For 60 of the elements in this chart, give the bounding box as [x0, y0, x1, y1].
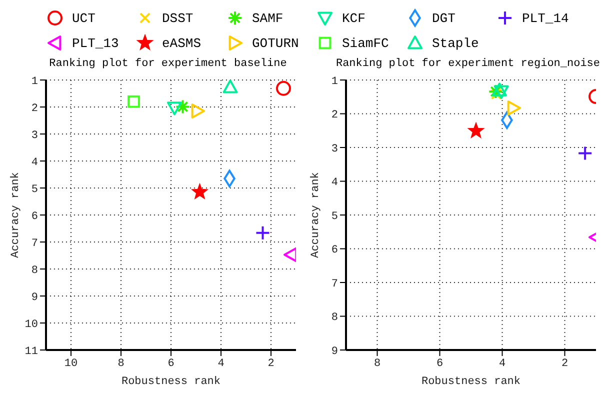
point	[468, 122, 484, 138]
x-tick-label: 8	[118, 358, 124, 370]
legend-label: eASMS	[162, 36, 202, 50]
y-tick-label: 6	[31, 210, 38, 223]
y-tick-label: 9	[331, 346, 338, 358]
x-tick-label: 2	[268, 358, 274, 370]
x-tick-label: 8	[374, 358, 381, 370]
y-tick-label: 7	[331, 278, 338, 290]
point	[276, 80, 291, 96]
point	[222, 80, 238, 94]
y-tick-label: 4	[331, 177, 338, 190]
y-tick-label: 3	[31, 130, 38, 142]
y-tick-label: 10	[24, 318, 38, 331]
x-axis-title: Robustness rank	[421, 376, 521, 388]
chart-title: Ranking plot for experiment region_noise	[334, 58, 602, 72]
y-tick-label: 2	[31, 102, 38, 115]
y-axis-title: Accuracy rank	[10, 172, 22, 258]
y-tick-label: 6	[331, 244, 338, 257]
legend-label: Staple	[432, 36, 479, 50]
legend-label: GOTURN	[252, 36, 299, 50]
x-tick-label: 6	[436, 358, 444, 370]
y-tick-label: 11	[24, 346, 38, 358]
y-tick-label: 1	[31, 76, 38, 88]
chart-title: Ranking plot for experiment baseline	[48, 58, 288, 72]
y-tick-label: 8	[331, 312, 338, 324]
legend-label: SiamFC	[342, 36, 389, 50]
point	[167, 102, 182, 116]
y-tick-label: 9	[31, 292, 38, 304]
y-tick-label: 1	[331, 76, 338, 88]
legend-label: DGT	[432, 10, 456, 26]
point	[507, 100, 521, 116]
y-tick-label: 7	[31, 238, 38, 250]
legend-label: DSST	[162, 10, 194, 26]
point	[175, 99, 190, 114]
point	[488, 84, 504, 99]
y-tick-label: 3	[331, 143, 338, 156]
y-tick-label: 2	[331, 110, 338, 122]
legend-label: PLT_13	[72, 36, 119, 50]
point	[191, 104, 205, 119]
y-tick-label: 5	[31, 184, 38, 196]
x-tick-label: 10	[64, 358, 78, 370]
y-tick-label: 8	[31, 264, 38, 277]
x-tick-label: 4	[218, 358, 225, 370]
y-tick-label: 4	[31, 156, 38, 169]
point	[494, 85, 509, 99]
point	[192, 184, 208, 199]
x-axis-title: Robustness rank	[121, 376, 221, 388]
x-tick-label: 4	[498, 358, 506, 370]
y-tick-label: 5	[331, 210, 338, 223]
legend-label: SAMF	[252, 10, 284, 26]
x-tick-label: 2	[561, 358, 568, 370]
x-tick-label: 6	[168, 358, 174, 370]
legend-label: PLT_14	[522, 10, 569, 26]
point	[284, 247, 296, 262]
point	[492, 82, 507, 96]
point	[128, 95, 140, 108]
y-axis-title: Accuracy rank	[310, 172, 322, 258]
legend-label: UCT	[72, 10, 96, 26]
point	[255, 225, 270, 240]
legend-label: KCF	[342, 10, 366, 26]
